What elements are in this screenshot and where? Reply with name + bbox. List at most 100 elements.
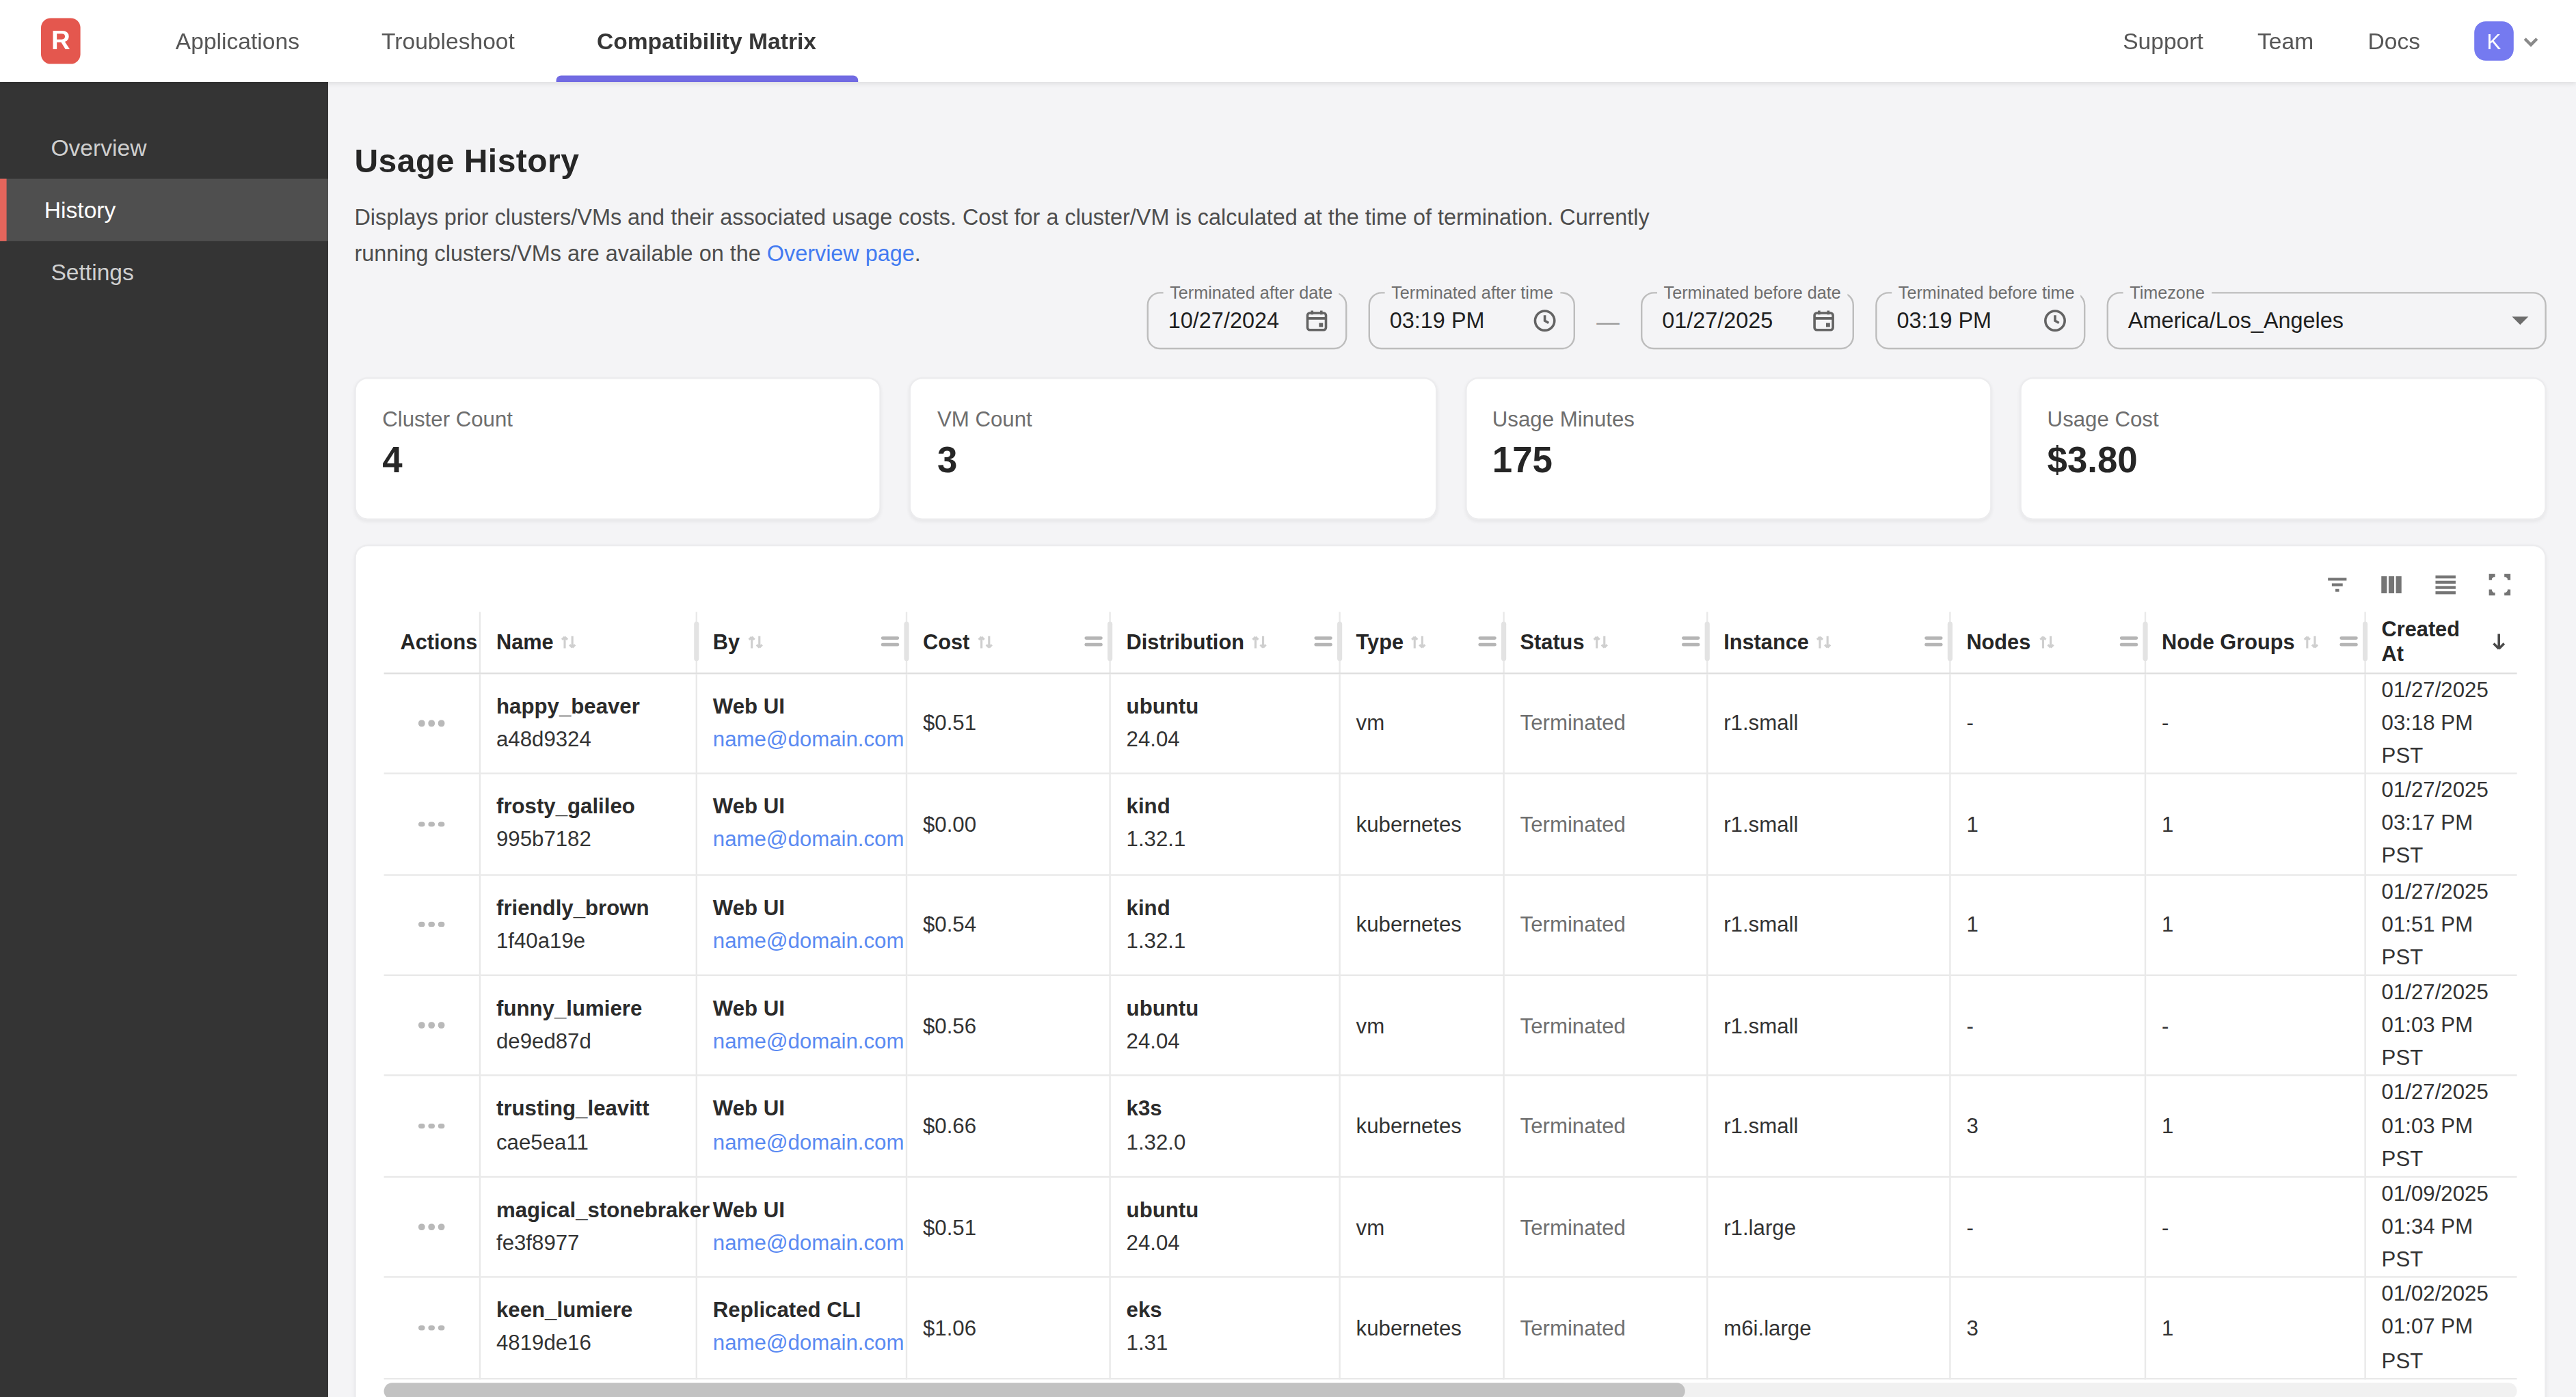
overview-page-link[interactable]: Overview page: [767, 241, 915, 265]
horizontal-scrollbar[interactable]: [384, 1382, 2517, 1397]
creator-email-link[interactable]: name@domain.com: [713, 1331, 904, 1355]
actions-cell: [384, 774, 479, 874]
calendar-icon[interactable]: [1304, 309, 1329, 334]
actions-cell: [384, 1076, 479, 1176]
terminated-before-date-value[interactable]: 01/27/2025: [1662, 309, 1798, 334]
by-cell: Web UI name@domain.com: [696, 874, 906, 975]
column-menu-icon[interactable]: [1084, 637, 1101, 647]
column-header-type[interactable]: Type: [1339, 612, 1503, 673]
row-actions-menu-icon[interactable]: [384, 714, 479, 733]
row-actions-menu-icon[interactable]: [384, 915, 479, 934]
column-header-distribution[interactable]: Distribution: [1109, 612, 1339, 673]
column-header-name[interactable]: Name: [479, 612, 696, 673]
fullscreen-icon[interactable]: [2484, 569, 2514, 599]
column-header-instance[interactable]: Instance: [1706, 612, 1949, 673]
cost-cell: $0.00: [906, 774, 1110, 874]
created-time: 01:03 PM PST: [2382, 1009, 2508, 1075]
name-cell: frosty_galileo 995b7182: [479, 774, 696, 874]
sidebar-item-history[interactable]: History: [0, 179, 328, 241]
column-header-node-groups[interactable]: Node Groups: [2145, 612, 2365, 673]
replicated-logo[interactable]: R: [41, 18, 81, 64]
scrollbar-thumb[interactable]: [384, 1382, 1685, 1397]
row-actions-menu-icon[interactable]: [384, 1217, 479, 1236]
terminated-before-time-field[interactable]: Terminated before time 03:19 PM: [1875, 293, 2085, 350]
terminated-before-date-field[interactable]: Terminated before date 01/27/2025: [1641, 293, 1854, 350]
creator-email-link[interactable]: name@domain.com: [713, 827, 904, 852]
column-menu-icon[interactable]: [1313, 637, 1331, 647]
name-cell: happy_beaver a48d9324: [479, 673, 696, 773]
column-menu-icon[interactable]: [881, 637, 898, 647]
creator-email-link[interactable]: name@domain.com: [713, 1029, 904, 1053]
page-title: Usage History: [354, 143, 2546, 180]
status-cell: Terminated: [1503, 874, 1706, 975]
terminated-after-time-value[interactable]: 03:19 PM: [1390, 309, 1520, 334]
cluster-id: fe3f8977: [496, 1227, 685, 1260]
distribution-version: 1.32.0: [1127, 1126, 1328, 1159]
actions-cell: [384, 673, 479, 773]
distribution-version: 24.04: [1127, 1227, 1328, 1260]
creator-email-link[interactable]: name@domain.com: [713, 1230, 904, 1255]
by-cell: Web UI name@domain.com: [696, 975, 906, 1076]
column-menu-icon[interactable]: [1681, 637, 1699, 647]
tab-applications[interactable]: Applications: [135, 0, 340, 82]
cost-cell: $0.66: [906, 1076, 1110, 1176]
terminated-before-time-value[interactable]: 03:19 PM: [1896, 309, 2029, 334]
actions-cell: [384, 874, 479, 975]
table-row: friendly_brown 1f40a19e Web UI name@doma…: [384, 874, 2517, 975]
node-groups-cell: 1: [2145, 874, 2365, 975]
column-menu-icon[interactable]: [1924, 637, 1942, 647]
column-menu-icon[interactable]: [2119, 637, 2137, 647]
cluster-id: 995b7182: [496, 824, 685, 857]
clock-icon[interactable]: [2043, 309, 2067, 334]
terminated-after-date-value[interactable]: 10/27/2024: [1168, 309, 1291, 334]
tab-compatibility-matrix[interactable]: Compatibility Matrix: [556, 0, 857, 82]
tab-troubleshoot[interactable]: Troubleshoot: [340, 0, 556, 82]
clock-icon[interactable]: [1533, 309, 1557, 334]
cost-cell: $0.51: [906, 1177, 1110, 1277]
creator-email-link[interactable]: name@domain.com: [713, 727, 904, 751]
creator-email-link[interactable]: name@domain.com: [713, 928, 904, 953]
sidebar-item-overview[interactable]: Overview: [0, 116, 328, 178]
filter-icon[interactable]: [2322, 569, 2351, 599]
column-header-nodes[interactable]: Nodes: [1949, 612, 2145, 673]
sort-icon: [2035, 632, 2056, 653]
sidebar-item-settings[interactable]: Settings: [0, 241, 328, 303]
row-actions-menu-icon[interactable]: [384, 1318, 479, 1338]
docs-link[interactable]: Docs: [2367, 28, 2420, 54]
distribution-name: kind: [1127, 791, 1328, 824]
avatar[interactable]: K: [2474, 21, 2514, 61]
column-label: Actions: [401, 629, 478, 654]
terminated-after-date-field[interactable]: Terminated after date 10/27/2024: [1147, 293, 1347, 350]
cluster-name: funny_lumiere: [496, 992, 685, 1025]
timezone-value[interactable]: America/Los_Angeles: [2128, 309, 2512, 334]
created-by-source: Replicated CLI: [713, 1294, 895, 1327]
density-icon[interactable]: [2430, 569, 2459, 599]
creator-email-link[interactable]: name@domain.com: [713, 1130, 904, 1154]
terminated-after-time-field[interactable]: Terminated after time 03:19 PM: [1369, 293, 1575, 350]
cost-cell: $1.06: [906, 1277, 1110, 1378]
name-cell: friendly_brown 1f40a19e: [479, 874, 696, 975]
column-header-status[interactable]: Status: [1503, 612, 1706, 673]
node-groups-cell: -: [2145, 975, 2365, 1076]
timezone-select[interactable]: Timezone America/Los_Angeles: [2107, 293, 2547, 350]
sort-desc-icon: [2487, 631, 2510, 654]
user-menu[interactable]: K: [2474, 21, 2540, 61]
calendar-icon[interactable]: [1812, 309, 1836, 334]
columns-icon[interactable]: [2376, 569, 2405, 599]
column-header-cost[interactable]: Cost: [906, 612, 1110, 673]
column-header-created-at[interactable]: Created At: [2364, 612, 2517, 673]
team-link[interactable]: Team: [2257, 28, 2313, 54]
column-menu-icon[interactable]: [1477, 637, 1495, 647]
row-actions-menu-icon[interactable]: [384, 1117, 479, 1136]
status-cell: Terminated: [1503, 1076, 1706, 1176]
column-label: Distribution: [1127, 629, 1244, 654]
column-label: Node Groups: [2162, 629, 2295, 654]
terminated-after-date-label: Terminated after date: [1164, 282, 1339, 302]
row-actions-menu-icon[interactable]: [384, 815, 479, 834]
cluster-id: cae5ea11: [496, 1126, 685, 1159]
distribution-version: 24.04: [1127, 1025, 1328, 1058]
row-actions-menu-icon[interactable]: [384, 1016, 479, 1035]
support-link[interactable]: Support: [2123, 28, 2203, 54]
column-menu-icon[interactable]: [2339, 637, 2357, 647]
column-header-by[interactable]: By: [696, 612, 906, 673]
